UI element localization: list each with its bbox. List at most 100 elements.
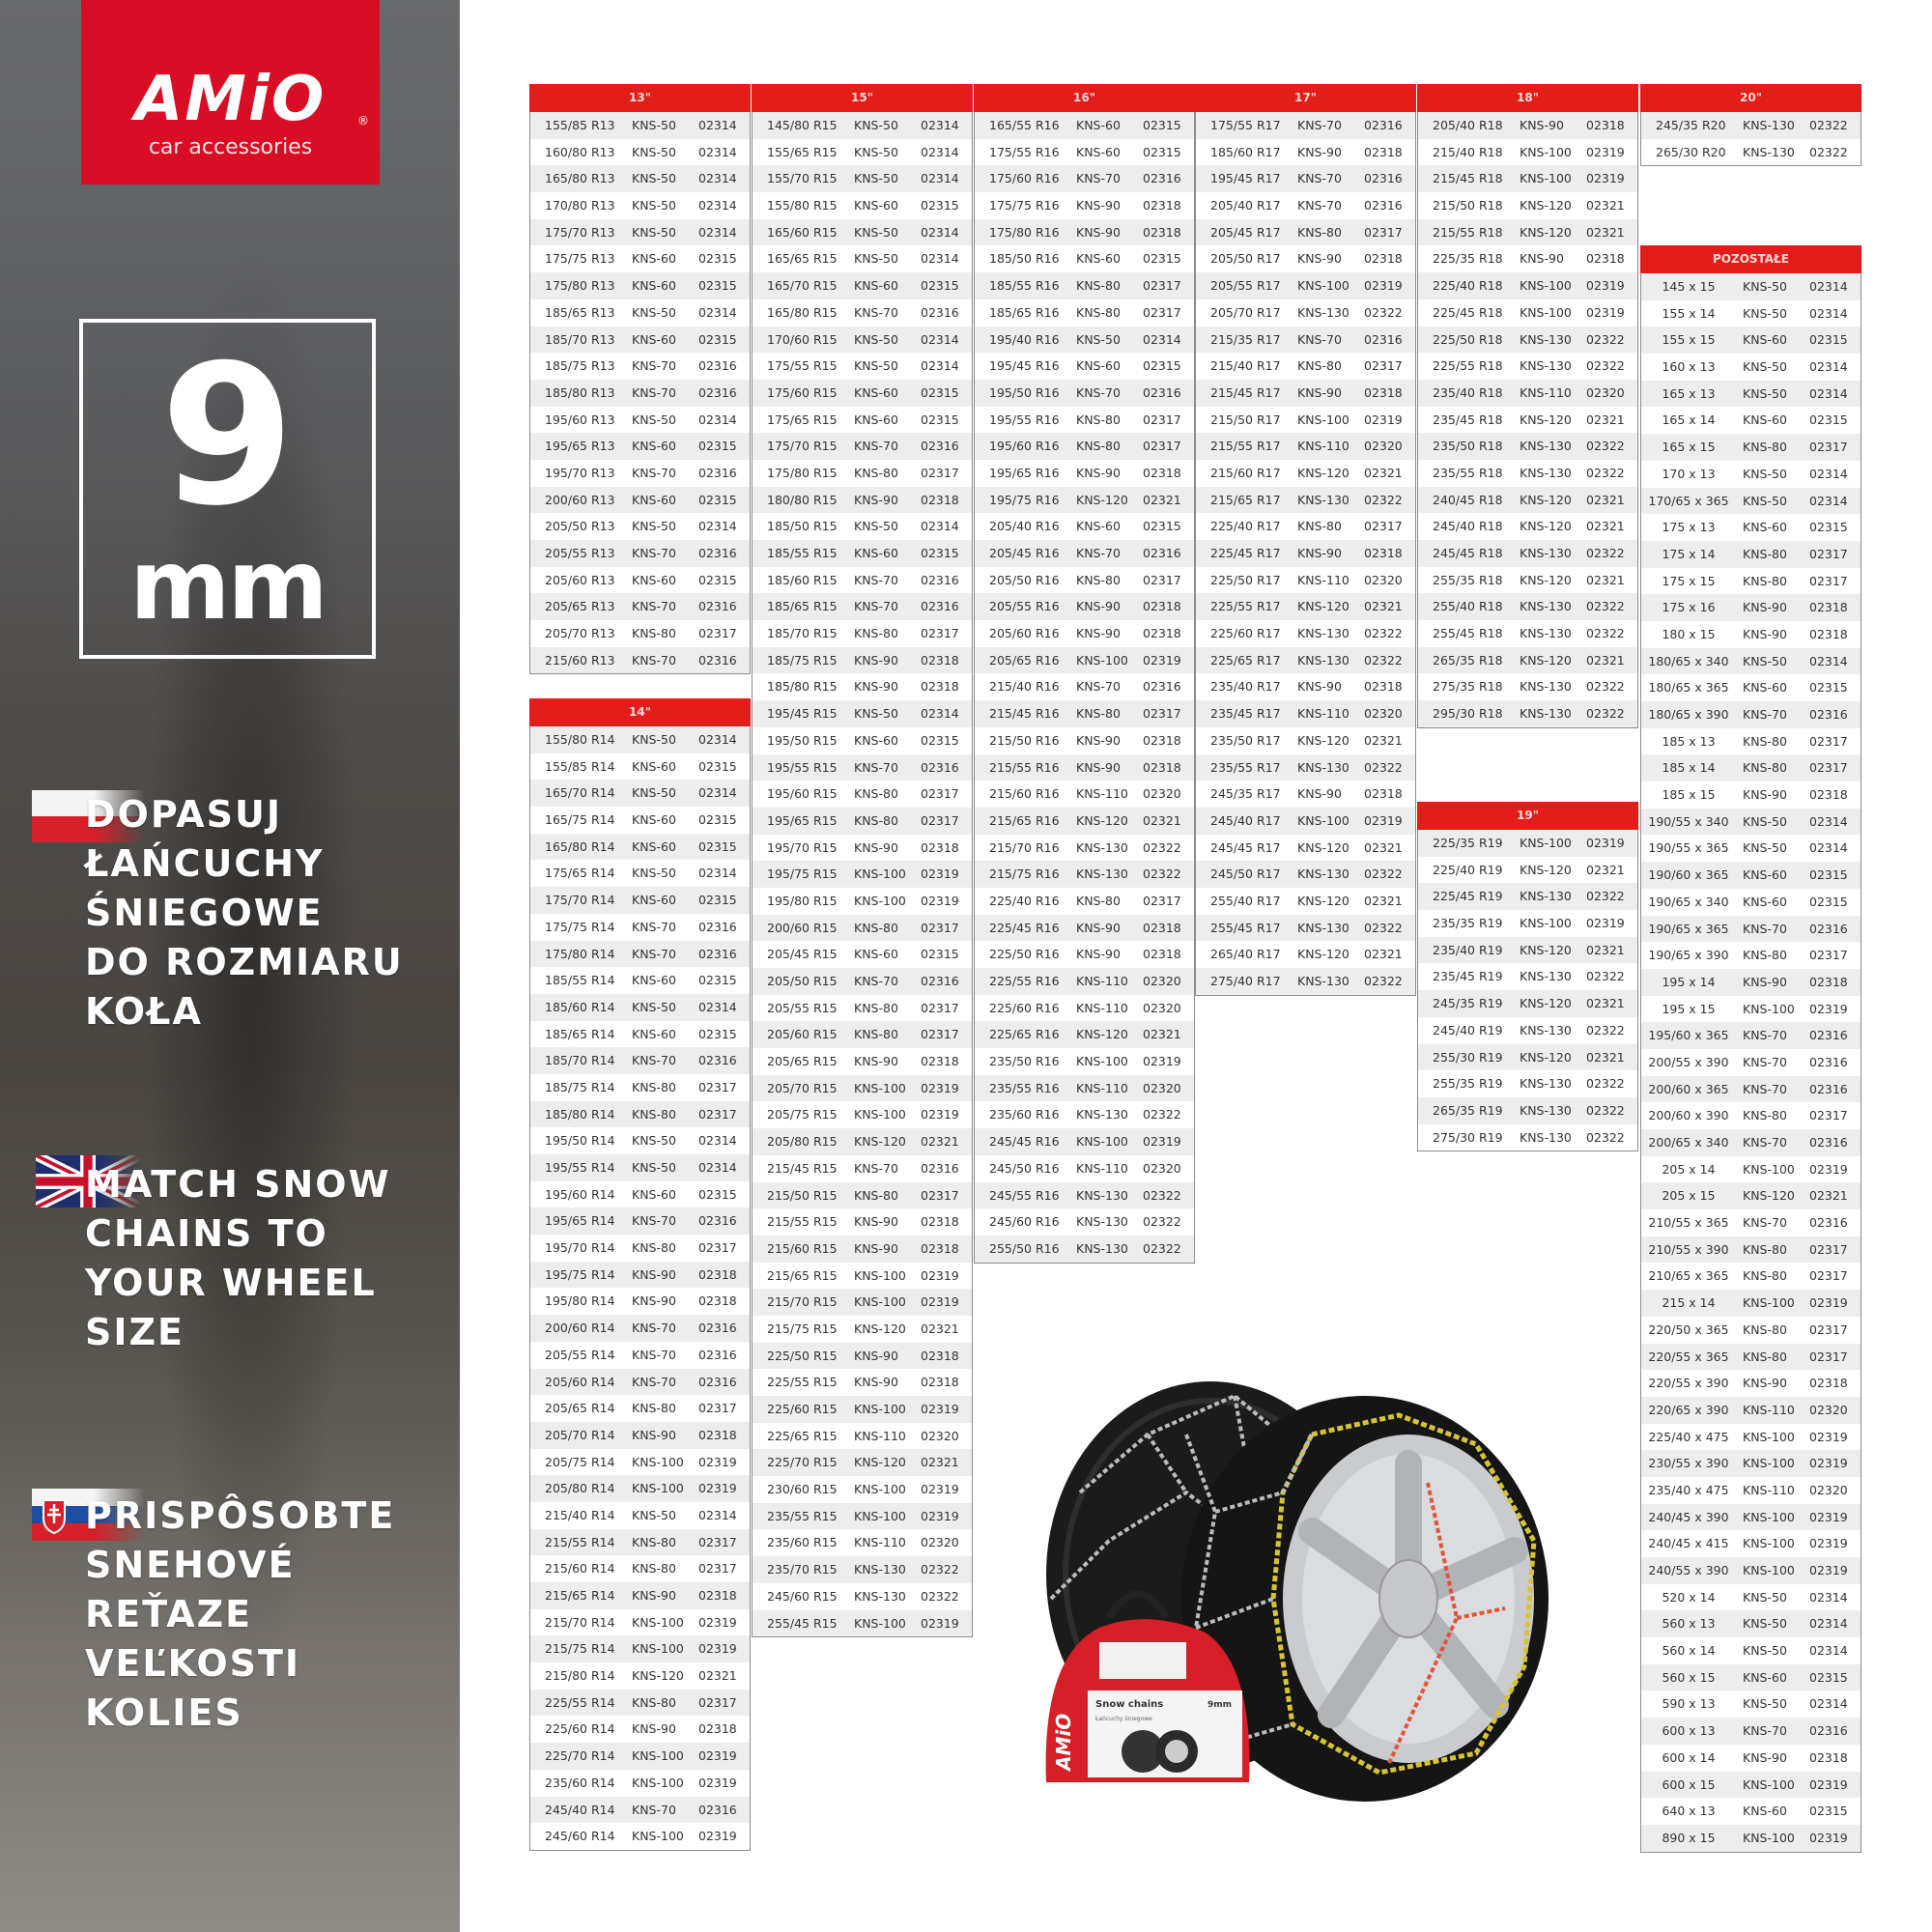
table-row: 225/50 R17 KNS-110 02320 (1196, 567, 1415, 594)
product-code: 02322 (1364, 974, 1403, 988)
table-row: 205/70 R17 KNS-130 02322 (1196, 299, 1415, 327)
chain-model: KNS-50 (1743, 493, 1787, 508)
chain-model: KNS-90 (1743, 600, 1787, 615)
chain-model: KNS-80 (1743, 948, 1787, 963)
table-row: 155 x 15 KNS-60 02315 (1641, 327, 1861, 355)
product-code: 02322 (1143, 1214, 1181, 1230)
product-code: 02314 (921, 171, 959, 186)
tire-size: 265/35 R18 (1433, 652, 1503, 668)
product-code: 02320 (1143, 1080, 1181, 1095)
chain-model: KNS-80 (1743, 573, 1787, 588)
chain-model: KNS-130 (1520, 626, 1572, 641)
table-row: 165/55 R16 KNS-60 02315 (975, 112, 1194, 139)
product-code: 02314 (1809, 305, 1848, 321)
chain-model: KNS-60 (632, 278, 676, 294)
product-code: 02319 (1586, 144, 1625, 159)
tire-size: 205/65 R16 (989, 652, 1060, 668)
table-row: 175 x 15 KNS-80 02317 (1641, 568, 1861, 595)
chain-model: KNS-110 (1297, 706, 1350, 722)
chain-model: KNS-100 (854, 1508, 906, 1523)
tire-size: 215/70 R15 (767, 1294, 838, 1310)
table-row: 145 x 15 KNS-50 02314 (1641, 273, 1861, 300)
table-body: 175/55 R17 KNS-70 02316 185/60 R17 KNS-90 023… (1195, 112, 1416, 996)
tire-size: 215/50 R17 (1210, 412, 1281, 427)
chain-model: KNS-130 (854, 1562, 906, 1577)
tire-size: 175/80 R13 (545, 278, 615, 294)
tire-size: 245/40 R17 (1210, 812, 1281, 828)
table-row: 145/80 R15 KNS-50 02314 (753, 112, 972, 139)
product-code: 02320 (1143, 786, 1181, 802)
tire-size: 155/85 R14 (545, 758, 615, 774)
product-code: 02314 (921, 706, 959, 722)
tire-size: 225/40 R18 (1433, 278, 1503, 294)
chain-model: KNS-100 (632, 1481, 684, 1496)
product-code: 02314 (1809, 279, 1848, 294)
product-code: 02317 (921, 1187, 959, 1203)
tire-size: 175/80 R14 (545, 946, 615, 961)
product-code: 02322 (1586, 1129, 1625, 1145)
product-code: 02317 (698, 626, 737, 641)
table-row: 245/60 R15 KNS-130 02322 (753, 1583, 972, 1610)
chain-model: KNS-80 (854, 786, 898, 802)
product-code: 02316 (921, 599, 959, 614)
tire-size: 245/45 R16 (989, 1134, 1060, 1150)
chain-model: KNS-60 (632, 1186, 676, 1202)
product-code: 02315 (921, 384, 959, 400)
tire-size: 205/40 R16 (989, 519, 1060, 534)
product-code: 02319 (1809, 1295, 1848, 1311)
table-row: 215/60 R16 KNS-110 02320 (975, 781, 1194, 808)
product-code: 02314 (698, 785, 737, 801)
table-body: 155/85 R13 KNS-50 02314 160/80 R13 KNS-50 023… (529, 112, 751, 675)
table-row: 205/55 R13 KNS-70 02316 (530, 540, 750, 567)
product-code: 02319 (1586, 171, 1625, 186)
table-row: 205/65 R13 KNS-70 02316 (530, 593, 750, 621)
tire-size: 205/45 R16 (989, 546, 1060, 560)
product-code: 02318 (1143, 465, 1181, 480)
chain-model: KNS-80 (1076, 439, 1121, 454)
table-row: 165 x 15 KNS-80 02317 (1641, 434, 1861, 461)
table-row: 205/60 R15 KNS-80 02317 (753, 1021, 972, 1049)
table-row: 600 x 15 KNS-100 02319 (1641, 1771, 1861, 1799)
table-row: 175/75 R14 KNS-70 02316 (530, 914, 750, 941)
chain-model: KNS-130 (1297, 304, 1350, 320)
product-code: 02315 (1143, 251, 1181, 267)
tire-size: 235/60 R14 (545, 1775, 615, 1790)
product-code: 02315 (921, 546, 959, 560)
chain-model: KNS-70 (632, 1347, 676, 1362)
product-code: 02322 (1364, 867, 1403, 882)
table-row: 195/65 R16 KNS-90 02318 (975, 460, 1194, 487)
product-code: 02316 (1364, 198, 1403, 213)
table-row: 245/55 R16 KNS-130 02322 (975, 1181, 1194, 1209)
tire-size: 195/65 R16 (989, 465, 1060, 480)
table-row: 225/40 R16 KNS-80 02317 (975, 888, 1194, 915)
tire-size: 275/35 R18 (1433, 679, 1503, 695)
table-row: 255/40 R17 KNS-120 02321 (1196, 888, 1415, 915)
chain-model: KNS-60 (854, 412, 898, 427)
slovakia-flag-icon (32, 1489, 145, 1541)
table-row: 890 x 15 KNS-100 02319 (1641, 1824, 1861, 1852)
chain-model: KNS-90 (854, 1375, 898, 1390)
product-code: 02316 (698, 1213, 737, 1229)
chain-model: KNS-50 (632, 224, 676, 240)
table-row: 205/45 R17 KNS-80 02317 (1196, 218, 1415, 246)
chain-model: KNS-90 (1076, 626, 1121, 641)
product-code: 02322 (1364, 920, 1403, 935)
product-code: 02321 (1586, 572, 1625, 587)
table-row: 225/35 R19 KNS-100 02319 (1418, 830, 1637, 857)
chain-model: KNS-70 (632, 1802, 676, 1817)
product-code: 02321 (1586, 492, 1625, 507)
tire-size: 245/45 R17 (1210, 839, 1281, 855)
tire-size: 175/65 R14 (545, 866, 615, 881)
product-code: 02314 (1809, 1696, 1848, 1712)
chain-model: KNS-90 (1520, 118, 1564, 132)
product-code: 02319 (698, 1481, 737, 1496)
product-code: 02316 (698, 919, 737, 934)
tire-size: 180/65 x 365 (1648, 680, 1729, 696)
chain-model: KNS-50 (632, 1160, 676, 1175)
product-code: 02316 (921, 1160, 959, 1176)
chain-model: KNS-70 (632, 1374, 676, 1389)
table-row: 195/60 R15 KNS-80 02317 (753, 781, 972, 808)
product-code: 02315 (1143, 144, 1181, 159)
product-code: 02322 (1143, 867, 1181, 882)
tire-size: 205/60 R14 (545, 1374, 615, 1389)
